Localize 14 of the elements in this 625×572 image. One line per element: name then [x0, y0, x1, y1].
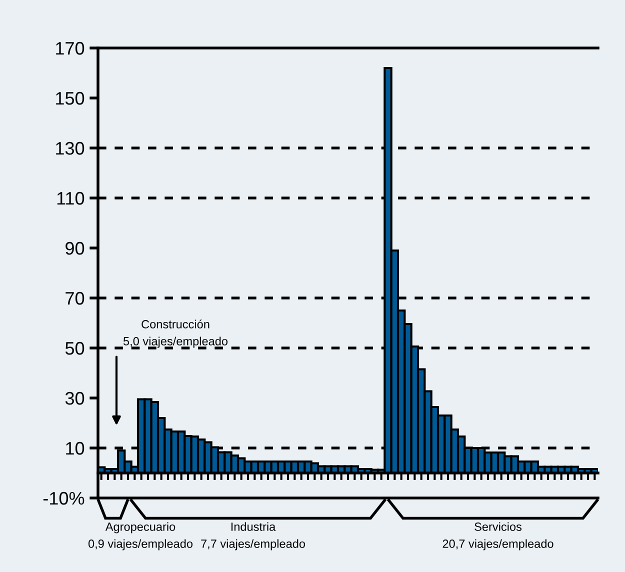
text: Servicios 20,7 viajes/empleado: [442, 522, 554, 550]
y-tick-label: 30: [65, 392, 84, 405]
y-tick-label: -10%: [43, 492, 84, 505]
y-tick-label: 170: [56, 42, 84, 55]
y-tick-label: 150: [56, 92, 84, 105]
text: Industria 7,7 viajes/empleado: [201, 522, 306, 550]
annotation: Construcción 5,0 viajes/empleado: [123, 320, 228, 348]
y-tick-label: 130: [56, 142, 84, 155]
y-tick-label: 50: [65, 342, 84, 355]
y-tick-label: 70: [66, 292, 84, 305]
y-tick-label: 90: [66, 242, 84, 255]
y-tick-label: 110: [57, 192, 84, 205]
y-tick-label: 10: [66, 442, 84, 455]
text: Agropecuario 0,9 viajes/empleado: [88, 522, 193, 550]
